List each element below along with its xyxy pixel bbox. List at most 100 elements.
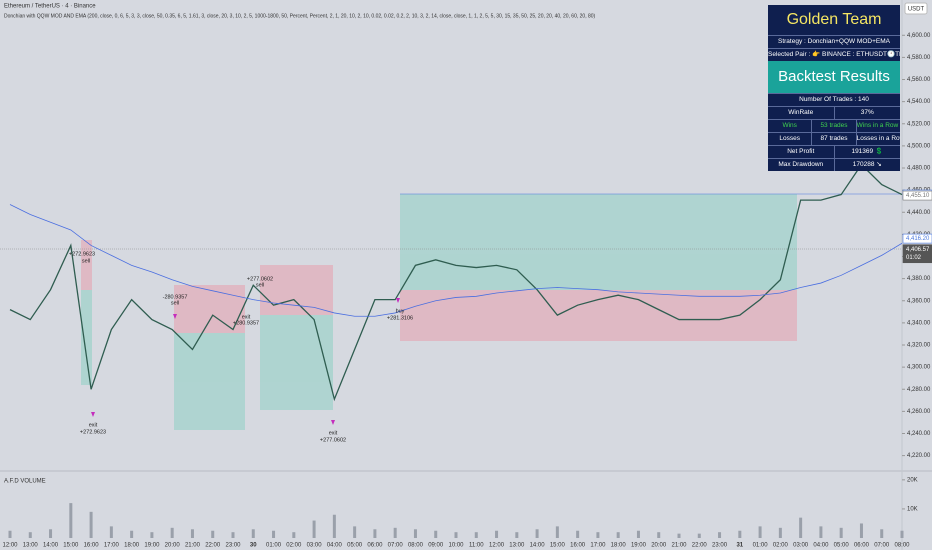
volume-bar xyxy=(8,530,12,538)
volume-bar xyxy=(596,532,600,538)
trade-arrow xyxy=(173,314,177,319)
x-tick-label: 22:00 xyxy=(692,543,708,549)
y-tick-label: 4,280.00 xyxy=(907,387,931,393)
volume-bar xyxy=(636,530,640,538)
volume-bar xyxy=(677,533,681,538)
y-tick-label: 4,480.00 xyxy=(907,166,931,172)
cell: Net Profit xyxy=(787,148,815,155)
x-tick-label: 17:00 xyxy=(590,543,606,549)
x-tick-label: 04:00 xyxy=(327,543,343,549)
panel-row: Strategy : Donchian+QQW MOD+EMA xyxy=(768,35,900,48)
volume-bar xyxy=(353,526,357,538)
y-tick-label: 10K xyxy=(907,507,918,513)
x-tick-label: 06:00 xyxy=(854,543,870,549)
volume-bar xyxy=(109,526,113,538)
trade-annotation: exit xyxy=(242,314,251,320)
x-tick-label: 21:00 xyxy=(185,543,201,549)
volume-bar xyxy=(393,527,397,538)
x-tick-label: 08:00 xyxy=(894,543,910,549)
volume-title: A.F.D VOLUME xyxy=(4,479,46,485)
volume-bar xyxy=(454,532,458,538)
volume-bar xyxy=(49,529,53,538)
volume-bar xyxy=(657,532,661,538)
trade-annotation: sell xyxy=(256,282,264,288)
x-tick-label: 01:00 xyxy=(753,543,769,549)
y-tick-label: 20K xyxy=(907,477,918,483)
currency[interactable]: USDT xyxy=(908,7,925,13)
trade-arrow xyxy=(396,298,400,303)
volume-bar xyxy=(89,511,93,538)
volume-bar xyxy=(150,532,154,538)
volume-bar xyxy=(292,532,296,538)
x-tick-label: 10:00 xyxy=(448,543,464,549)
volume-bar xyxy=(190,529,194,538)
cell: 53 trades xyxy=(811,120,855,132)
price-marker-time: 01:02 xyxy=(906,255,922,261)
trade-boxes xyxy=(81,194,797,430)
volume-bar xyxy=(231,532,235,538)
loss-box xyxy=(81,240,92,290)
x-tick-label: 03:00 xyxy=(793,543,809,549)
trade-annotation: +272.9623 xyxy=(69,251,95,257)
volume-bar xyxy=(616,532,620,538)
price-marker xyxy=(902,244,932,264)
x-tick-label: 04:00 xyxy=(813,543,829,549)
volume-bar xyxy=(474,532,478,538)
panel-row: Number Of Trades : 140 xyxy=(768,93,900,106)
trade-annotation: buy xyxy=(396,308,405,314)
loss-box xyxy=(174,285,245,333)
y-tick-label: 4,340.00 xyxy=(907,320,931,326)
volume-bar xyxy=(413,529,417,538)
y-tick-label: 4,580.00 xyxy=(907,55,931,61)
x-tick-label: 20:00 xyxy=(165,543,181,549)
x-tick-label: 18:00 xyxy=(611,543,627,549)
currency-box[interactable] xyxy=(904,2,928,15)
x-tick-label: 14:00 xyxy=(530,543,546,549)
x-tick-label: 08:00 xyxy=(408,543,424,549)
profit-box xyxy=(260,315,333,410)
x-tick-label: 16:00 xyxy=(570,543,586,549)
x-tick-label: 20:00 xyxy=(651,543,667,549)
ema-line xyxy=(9,204,903,317)
strategy: Strategy : Donchian+QQW MOD+EMA xyxy=(778,38,890,45)
trade-annotation: sell xyxy=(82,258,90,264)
y-tick-label: 4,360.00 xyxy=(907,298,931,304)
backtest-panel: Golden Team Strategy : Donchian+QQW MOD+… xyxy=(768,5,900,171)
x-tick-label: 19:00 xyxy=(144,543,160,549)
panel-row: Net Profit 191369 💲 xyxy=(768,145,900,158)
volume-bar xyxy=(859,523,863,538)
y-tick-label: 4,560.00 xyxy=(907,77,931,83)
x-tick-label: 18:00 xyxy=(124,543,140,549)
panel-title: Golden Team xyxy=(786,11,882,28)
volume-bar xyxy=(434,530,438,538)
x-tick-label: 19:00 xyxy=(631,543,647,549)
y-tick-label: 4,320.00 xyxy=(907,343,931,349)
x-tick-label: 02:00 xyxy=(773,543,789,549)
trade-annotation: sell xyxy=(171,300,179,306)
y-tick-label: 4,600.00 xyxy=(907,33,931,39)
x-tick-label: 14:00 xyxy=(43,543,59,549)
x-tick-label: 22:00 xyxy=(205,543,221,549)
volume-bar xyxy=(170,527,174,538)
trade-annotation: -280.9357 xyxy=(163,294,188,300)
volume-bar xyxy=(69,503,73,538)
symbol-title: Ethereum / TetherUS · 4 · Binance xyxy=(4,4,96,10)
trade-annotation: +280.9357 xyxy=(233,320,259,326)
x-tick-label: 05:00 xyxy=(834,543,850,549)
cell: 170288 ↘ xyxy=(833,159,901,171)
volume-bar xyxy=(272,530,276,538)
cell: Wins xyxy=(782,122,797,129)
x-tick-label: 13:00 xyxy=(509,543,525,549)
volume-bar xyxy=(251,529,255,538)
x-tick-label: 03:00 xyxy=(307,543,323,549)
trade-arrow xyxy=(331,420,335,425)
trade-annotation: +277.0602 xyxy=(247,276,273,282)
x-tick-label: 07:00 xyxy=(388,543,404,549)
x-tick-label: 16:00 xyxy=(84,543,100,549)
trade-arrow xyxy=(91,412,95,417)
price-marker-label: 4,416.20 xyxy=(906,236,930,242)
price-marker xyxy=(902,190,932,201)
